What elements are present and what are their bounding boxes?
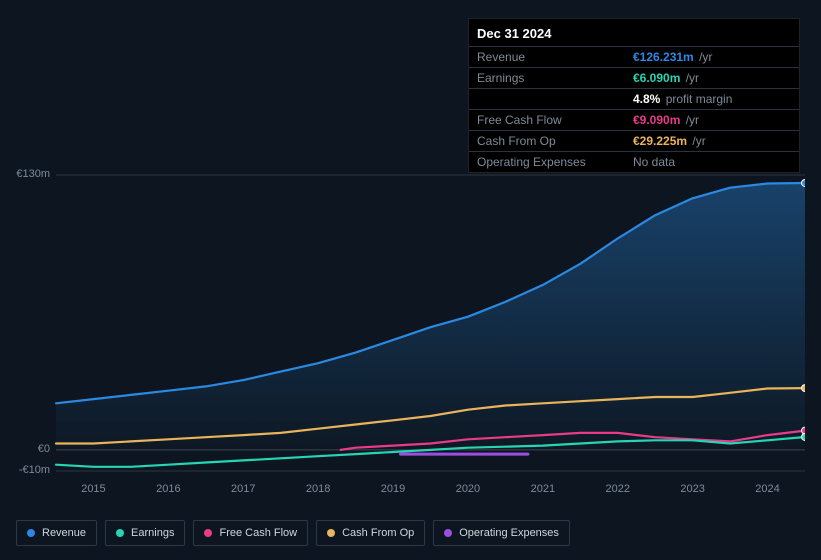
legend-dot-icon [116, 529, 124, 537]
chart-tooltip: Dec 31 2024 Revenue€126.231m /yrEarnings… [468, 18, 800, 173]
x-axis-label: 2021 [531, 483, 555, 495]
chart-legend: Revenue Earnings Free Cash Flow Cash From O… [16, 520, 570, 546]
legend-label: Earnings [131, 527, 174, 539]
legend-item[interactable]: Cash From Op [316, 520, 425, 546]
tooltip-row-value: €9.090m /yr [625, 110, 799, 131]
series-end-marker-icon [802, 385, 806, 392]
legend-item[interactable]: Free Cash Flow [193, 520, 308, 546]
x-axis-label: 2018 [306, 483, 330, 495]
x-axis-label: 2017 [231, 483, 255, 495]
series-fill [56, 183, 805, 450]
y-axis-label: -€10m [0, 464, 50, 476]
tooltip-row-value: €29.225m /yr [625, 131, 799, 152]
chart-container: €130m €0 -€10m 2015 2016 2017 2018 2019 2020 202… [0, 0, 821, 560]
tooltip-row-value: No data [625, 152, 799, 173]
series-end-marker-icon [802, 433, 806, 440]
tooltip-row-value: 4.8% profit margin [625, 89, 799, 110]
legend-label: Operating Expenses [459, 527, 559, 539]
legend-dot-icon [27, 529, 35, 537]
x-axis-label: 2020 [456, 483, 480, 495]
tooltip-row-value: €126.231m /yr [625, 47, 799, 68]
legend-dot-icon [327, 529, 335, 537]
legend-label: Revenue [42, 527, 86, 539]
tooltip-row-value: €6.090m /yr [625, 68, 799, 89]
legend-dot-icon [204, 529, 212, 537]
series-end-marker-icon [802, 179, 806, 186]
tooltip-row-label: Operating Expenses [469, 152, 625, 173]
x-axis-label: 2024 [755, 483, 779, 495]
legend-label: Free Cash Flow [219, 527, 297, 539]
y-axis-label: €130m [0, 168, 50, 180]
legend-item[interactable]: Operating Expenses [433, 520, 570, 546]
x-axis-label: 2019 [381, 483, 405, 495]
y-axis-label: €0 [0, 443, 50, 455]
x-axis-label: 2023 [680, 483, 704, 495]
legend-item[interactable]: Earnings [105, 520, 185, 546]
x-axis-label: 2015 [81, 483, 105, 495]
tooltip-row-label: Earnings [469, 68, 625, 89]
tooltip-row-label [469, 89, 625, 110]
tooltip-row-label: Revenue [469, 47, 625, 68]
x-axis-label: 2022 [606, 483, 630, 495]
tooltip-date: Dec 31 2024 [469, 19, 799, 46]
x-axis-label: 2016 [156, 483, 180, 495]
legend-label: Cash From Op [342, 527, 414, 539]
legend-dot-icon [444, 529, 452, 537]
tooltip-row-label: Free Cash Flow [469, 110, 625, 131]
legend-item[interactable]: Revenue [16, 520, 97, 546]
tooltip-row-label: Cash From Op [469, 131, 625, 152]
